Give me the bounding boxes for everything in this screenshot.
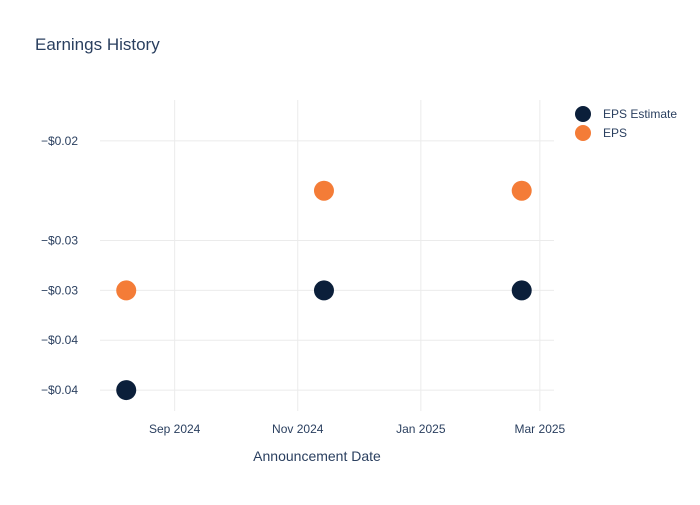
legend-marker <box>575 125 591 141</box>
grid-layer <box>100 100 554 411</box>
legend-label: EPS Estimate <box>603 107 677 121</box>
x-tick-label: Nov 2024 <box>272 422 324 436</box>
chart-title: Earnings History <box>35 35 160 54</box>
eps-point[interactable] <box>313 180 334 201</box>
eps-estimate-point[interactable] <box>116 380 137 401</box>
x-tick-label: Jan 2025 <box>396 422 446 436</box>
x-axis-ticks: Sep 2024 Nov 2024 Jan 2025 Mar 2025 <box>149 422 566 436</box>
eps-estimate-point[interactable] <box>511 280 532 301</box>
eps-point[interactable] <box>116 280 137 301</box>
legend-item-eps-estimate[interactable]: EPS Estimate <box>575 106 677 122</box>
y-axis-ticks: −$0.02 −$0.03 −$0.03 −$0.04 −$0.04 <box>41 134 78 397</box>
y-tick-label: −$0.04 <box>41 333 78 347</box>
x-axis-title: Announcement Date <box>253 448 381 464</box>
x-tick-label: Mar 2025 <box>515 422 566 436</box>
data-points <box>116 180 532 401</box>
y-tick-label: −$0.04 <box>41 383 78 397</box>
legend-label: EPS <box>603 126 627 140</box>
y-tick-label: −$0.02 <box>41 134 78 148</box>
legend-item-eps[interactable]: EPS <box>575 125 627 141</box>
eps-point[interactable] <box>511 180 532 201</box>
y-tick-label: −$0.03 <box>41 234 78 248</box>
eps-estimate-point[interactable] <box>313 280 334 301</box>
y-tick-label: −$0.03 <box>41 283 78 297</box>
legend[interactable]: EPS Estimate EPS <box>575 106 677 141</box>
legend-marker <box>575 106 591 122</box>
x-tick-label: Sep 2024 <box>149 422 201 436</box>
